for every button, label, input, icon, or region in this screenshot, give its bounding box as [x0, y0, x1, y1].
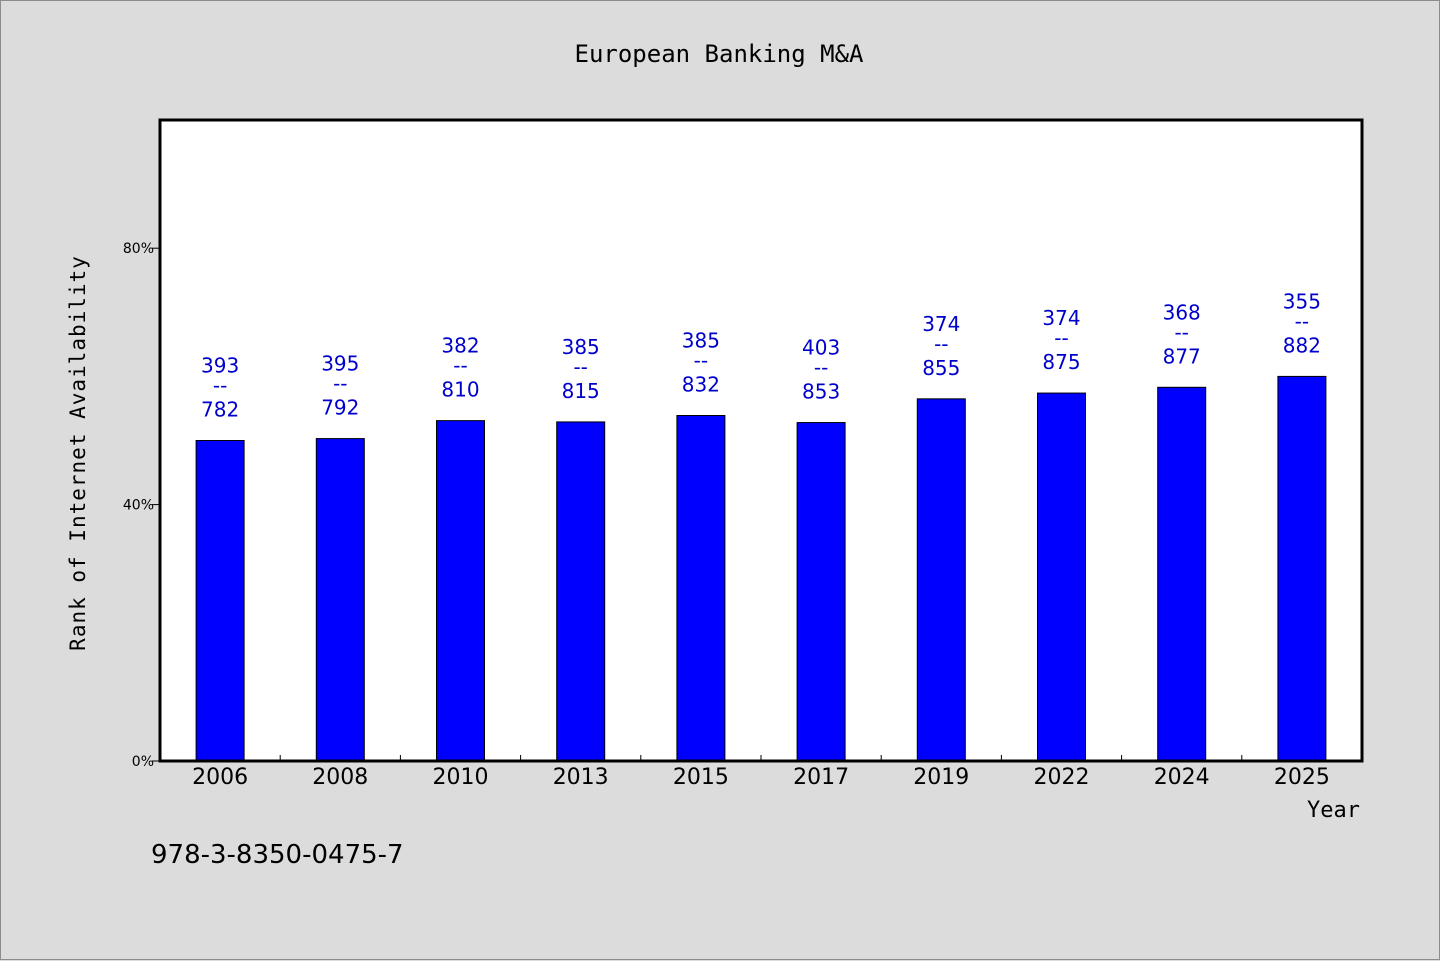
data-labels-group: 393--782395--792382--810385--815385--832…	[201, 289, 1321, 421]
data-label-sep-2024: --	[1174, 320, 1188, 344]
y-tick-label-40: 40%	[123, 498, 154, 514]
data-label-sep-2015: --	[694, 349, 708, 373]
chart-title: European Banking M&A	[575, 40, 865, 68]
bars-group	[195, 375, 1327, 762]
data-label-top-2008: 395	[321, 352, 359, 376]
x-tick-label-2010: 2010	[433, 765, 489, 790]
data-label-bottom-2013: 815	[562, 379, 600, 403]
data-label-top-2024: 368	[1163, 300, 1201, 324]
data-label-bottom-2006: 782	[201, 398, 239, 422]
data-label-top-2025: 355	[1283, 289, 1321, 313]
bar-2006	[195, 440, 245, 762]
data-label-sep-2006: --	[213, 374, 227, 398]
bar-2015	[676, 415, 726, 762]
x-tick-label-2015: 2015	[673, 765, 729, 790]
bar-2010	[436, 420, 485, 762]
data-label-bottom-2017: 853	[802, 380, 840, 404]
bar-2019	[916, 398, 966, 762]
x-tick-label-2006: 2006	[192, 765, 248, 790]
data-label-sep-2017: --	[814, 356, 828, 380]
data-label-bottom-2019: 855	[922, 356, 960, 380]
data-label-sep-2010: --	[453, 354, 467, 378]
x-tick-label-2019: 2019	[913, 765, 969, 790]
x-tick-label-2025: 2025	[1274, 765, 1330, 790]
bar-2024	[1157, 386, 1207, 762]
data-label-top-2022: 374	[1042, 306, 1080, 330]
bar-2017	[796, 422, 846, 762]
y-tick-label-0: 0%	[132, 754, 154, 770]
data-label-bottom-2008: 792	[321, 396, 359, 420]
data-label-sep-2022: --	[1054, 326, 1068, 350]
y-tick-label-80: 80%	[123, 241, 154, 257]
data-label-sep-2019: --	[934, 332, 948, 356]
data-label-top-2013: 385	[562, 335, 600, 359]
data-label-bottom-2025: 882	[1283, 333, 1321, 357]
bar-2008	[315, 438, 365, 762]
x-tick-label-2017: 2017	[793, 765, 849, 790]
data-label-sep-2013: --	[573, 355, 587, 379]
bar-2013	[556, 421, 606, 762]
isbn-footnote: 978-3-8350-0475-7	[151, 840, 404, 870]
x-tick-label-2013: 2013	[553, 765, 609, 790]
data-label-sep-2008: --	[333, 372, 347, 396]
data-label-top-2017: 403	[802, 336, 840, 360]
x-axis: 2006 2008 2010 2013 2015 2017 2019 2022 2024 2025	[192, 755, 1330, 790]
data-label-top-2015: 385	[682, 329, 720, 353]
data-label-bottom-2015: 832	[682, 373, 720, 397]
bar-2022	[1037, 392, 1086, 762]
x-tick-label-2022: 2022	[1034, 765, 1090, 790]
data-label-bottom-2024: 877	[1163, 344, 1201, 368]
data-label-bottom-2022: 875	[1042, 350, 1080, 374]
data-label-top-2010: 382	[441, 334, 479, 358]
bar-2025	[1277, 375, 1327, 762]
data-label-sep-2025: --	[1295, 309, 1309, 333]
y-axis: 0% 40% 80%	[123, 241, 160, 770]
data-label-top-2006: 393	[201, 354, 239, 378]
x-axis-label: Year	[1307, 798, 1360, 823]
data-label-top-2019: 374	[922, 312, 960, 336]
plot-border	[158, 118, 1364, 763]
x-tick-label-2008: 2008	[312, 765, 368, 790]
data-label-bottom-2010: 810	[441, 378, 479, 402]
y-axis-label: Rank of Internet Availability	[66, 255, 90, 651]
x-tick-label-2024: 2024	[1154, 765, 1210, 790]
